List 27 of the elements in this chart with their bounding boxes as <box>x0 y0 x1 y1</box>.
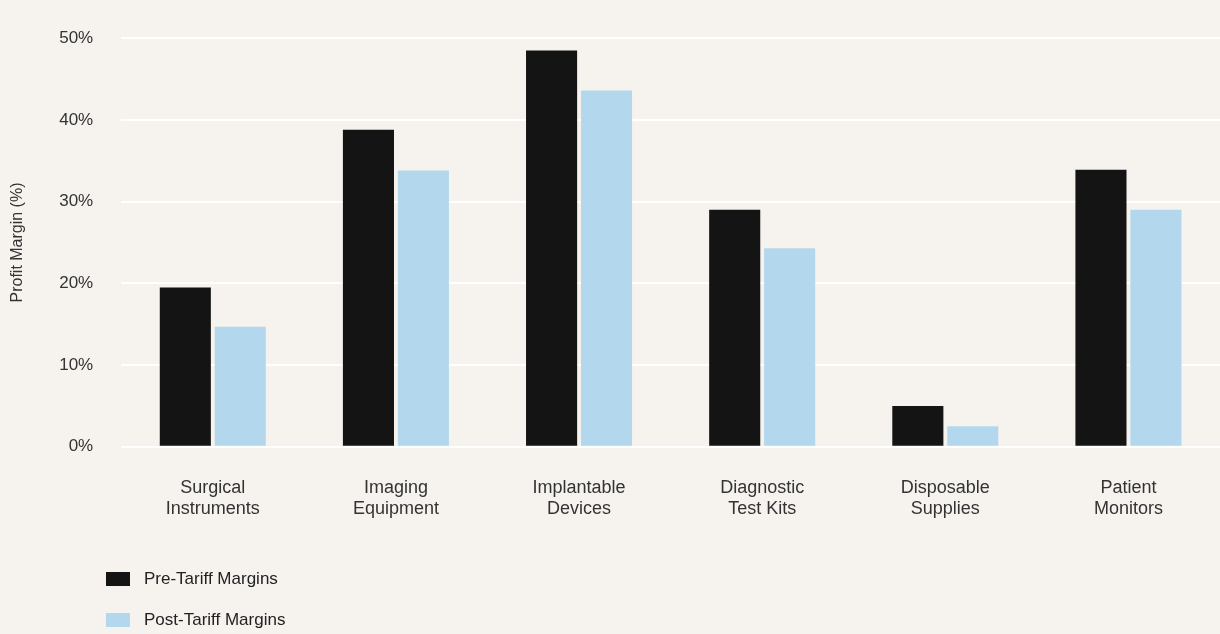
bar <box>1075 169 1127 446</box>
legend-label: Post-Tariff Margins <box>144 610 286 630</box>
x-tick-label: Patient Monitors <box>1093 476 1163 519</box>
x-tick-label: Surgical Instruments <box>165 476 260 519</box>
bar <box>892 405 944 446</box>
bar <box>764 248 816 446</box>
y-tick-label: 30% <box>59 191 94 211</box>
bar <box>159 287 211 446</box>
y-tick-label: 40% <box>59 109 94 129</box>
bar <box>342 129 394 446</box>
y-tick-label: 0% <box>68 436 94 456</box>
bar <box>526 50 578 446</box>
y-tick-label: 10% <box>59 354 94 374</box>
bar <box>214 326 266 446</box>
x-tick-label: Disposable Supplies <box>900 476 990 519</box>
bar <box>947 426 999 446</box>
bar <box>709 209 761 446</box>
bar <box>397 170 449 446</box>
y-axis-title: Profit Margin (%) <box>8 182 26 303</box>
x-tick-label: Diagnostic Test Kits <box>720 476 805 519</box>
x-tick-label: Implantable Devices <box>532 476 626 519</box>
bar <box>1130 209 1182 446</box>
y-tick-label: 20% <box>59 273 94 293</box>
legend-label: Pre-Tariff Margins <box>144 569 278 589</box>
bar <box>580 90 633 446</box>
x-tick-label: Imaging Equipment <box>352 476 439 519</box>
y-tick-label: 50% <box>59 27 94 47</box>
